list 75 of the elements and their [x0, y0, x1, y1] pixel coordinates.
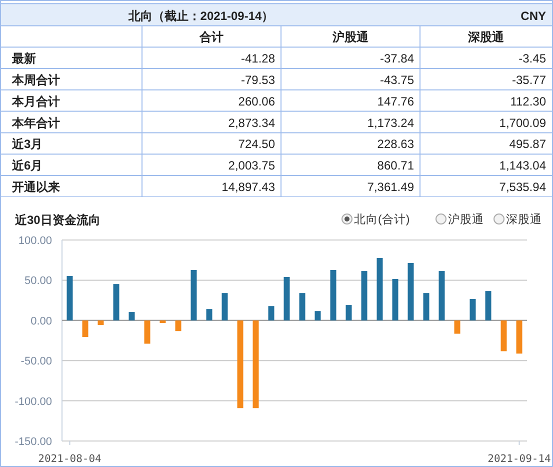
text: 724.50	[238, 137, 275, 152]
text: 1,173.24	[367, 116, 414, 130]
bar	[175, 320, 182, 332]
text: -79.53	[240, 73, 275, 87]
category-label: 近6月	[12, 158, 43, 173]
bar	[408, 262, 414, 320]
text: 860.71	[377, 158, 414, 173]
category-label: 近3月	[12, 137, 43, 152]
bar	[82, 320, 88, 338]
y-tick-label: 100.00	[18, 235, 52, 247]
bar	[237, 320, 244, 408]
x-tick-label: 2021-08-04	[38, 453, 102, 465]
y-tick-label: -150.00	[14, 436, 52, 448]
chart-title: 近30日资金流向	[14, 213, 100, 227]
text: 495.87	[509, 137, 546, 152]
category-label: 本年合计	[12, 116, 60, 130]
text: CNY	[520, 9, 546, 23]
bar	[160, 320, 166, 324]
bar	[470, 299, 476, 320]
y-tick-label: 50.00	[24, 275, 52, 288]
y-tick-label: -100.00	[14, 396, 52, 408]
bar	[423, 293, 430, 320]
category-label: 合计	[198, 30, 224, 44]
bar	[454, 320, 460, 334]
text: 北向（截止：2021-09-14）	[127, 9, 274, 23]
bar	[144, 320, 150, 344]
bar	[330, 270, 336, 320]
text: 7,535.94	[499, 180, 546, 194]
bar	[252, 320, 259, 408]
bar	[314, 311, 321, 320]
text: 深股通	[506, 213, 542, 226]
text: 260.06	[238, 94, 275, 108]
y-tick-label: 0.00	[30, 315, 52, 328]
bar	[284, 276, 290, 320]
bar	[516, 320, 522, 354]
category-label: 沪股通	[332, 30, 370, 44]
bar	[500, 320, 507, 352]
bar	[299, 293, 306, 320]
text: 2,873.34	[228, 116, 275, 130]
category-label: 本月合计	[12, 94, 60, 108]
bar	[392, 278, 398, 320]
bar	[222, 293, 228, 320]
bar	[98, 320, 104, 326]
bar	[438, 271, 445, 320]
category-label: 开通以来	[12, 180, 60, 194]
text: 112.30	[510, 94, 546, 108]
text: -41.28	[240, 52, 275, 66]
text: 228.63	[377, 137, 414, 152]
text: 7,361.49	[367, 180, 414, 194]
bar	[485, 291, 492, 320]
bar	[128, 312, 135, 320]
bar	[268, 306, 274, 320]
bar	[376, 258, 383, 320]
bar	[206, 309, 212, 320]
category-label: 最新	[12, 52, 36, 66]
text: 北向(合计)	[354, 213, 410, 226]
text: -43.75	[380, 73, 414, 87]
bar	[346, 305, 352, 320]
text: 2,003.75	[228, 158, 275, 173]
category-label: 本周合计	[12, 73, 60, 87]
bar	[190, 270, 197, 320]
bar	[66, 276, 73, 320]
text: 1,143.04	[499, 158, 546, 173]
text: -3.45	[518, 52, 546, 66]
text: 147.76	[377, 94, 414, 108]
text: 沪股通	[448, 212, 484, 226]
text: 14,897.43	[222, 180, 275, 194]
text: -35.77	[512, 73, 546, 87]
text: 1,700.09	[499, 116, 546, 130]
bar	[113, 284, 120, 320]
category-label: 深股通	[467, 30, 505, 44]
y-tick-label: -50.00	[20, 356, 52, 368]
bar	[361, 271, 368, 320]
text: -37.84	[380, 52, 414, 66]
x-tick-label: 2021-09-14	[488, 453, 551, 465]
